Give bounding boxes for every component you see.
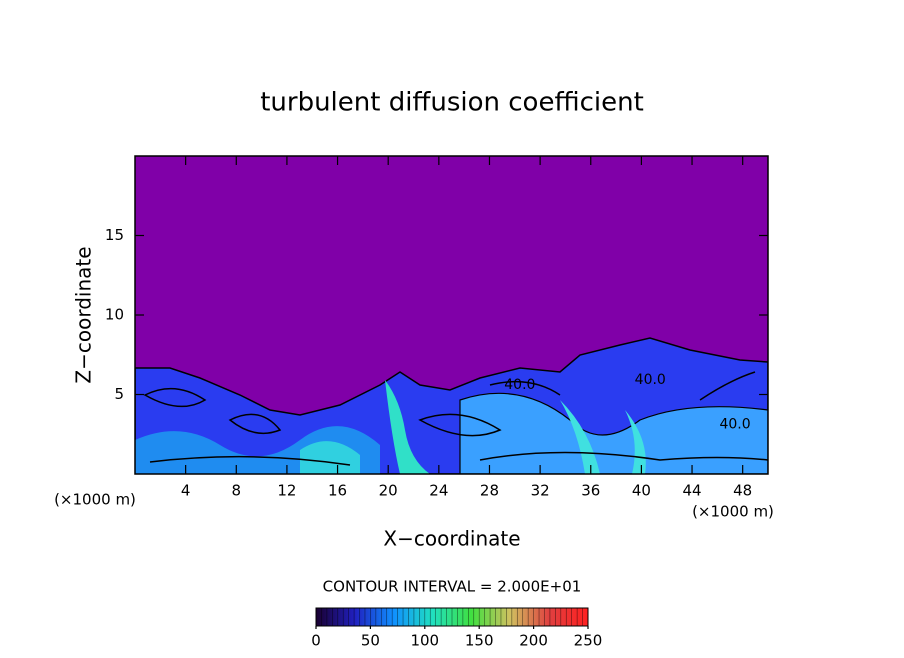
contour-label: 40.0 xyxy=(635,372,666,388)
field-shading xyxy=(560,400,600,474)
colorbar-tick-label: 250 xyxy=(574,632,603,650)
y-unit: (×1000 m) xyxy=(54,491,136,509)
colorbar-tick-label: 100 xyxy=(410,632,439,650)
field-shading xyxy=(385,380,430,474)
y-tick-label: 15 xyxy=(105,226,124,244)
x-tick-label: 48 xyxy=(733,482,752,500)
y-axis-label: Z−coordinate xyxy=(72,246,96,383)
x-unit: (×1000 m) xyxy=(692,503,774,521)
colorbar-tick-label: 0 xyxy=(311,632,321,650)
x-tick-label: 12 xyxy=(277,482,296,500)
x-tick-label: 4 xyxy=(181,482,191,500)
x-tick-label: 36 xyxy=(581,482,600,500)
x-tick-label: 24 xyxy=(429,482,448,500)
contour-label: 40.0 xyxy=(719,417,750,433)
colorbar-tick-label: 50 xyxy=(361,632,380,650)
y-tick-label: 10 xyxy=(105,306,124,324)
contour-line xyxy=(143,371,768,466)
x-tick-label: 28 xyxy=(480,482,499,500)
field xyxy=(135,156,768,474)
contour-label: 40.0 xyxy=(504,377,535,393)
x-tick-label: 40 xyxy=(632,482,651,500)
field-shading xyxy=(300,441,360,474)
x-tick-label: 16 xyxy=(328,482,347,500)
x-axis-label: X−coordinate xyxy=(383,527,520,551)
colorbar-tick-label: 200 xyxy=(519,632,548,650)
contour-interval: CONTOUR INTERVAL = 2.000E+01 xyxy=(323,578,582,596)
colorbar-tick-label: 150 xyxy=(465,632,494,650)
y-tick-label: 5 xyxy=(114,385,124,403)
x-tick-label: 44 xyxy=(682,482,701,500)
chart-title: turbulent diffusion coefficient xyxy=(260,88,644,118)
x-tick-label: 20 xyxy=(379,482,398,500)
x-tick-label: 8 xyxy=(232,482,242,500)
x-tick-label: 32 xyxy=(531,482,550,500)
